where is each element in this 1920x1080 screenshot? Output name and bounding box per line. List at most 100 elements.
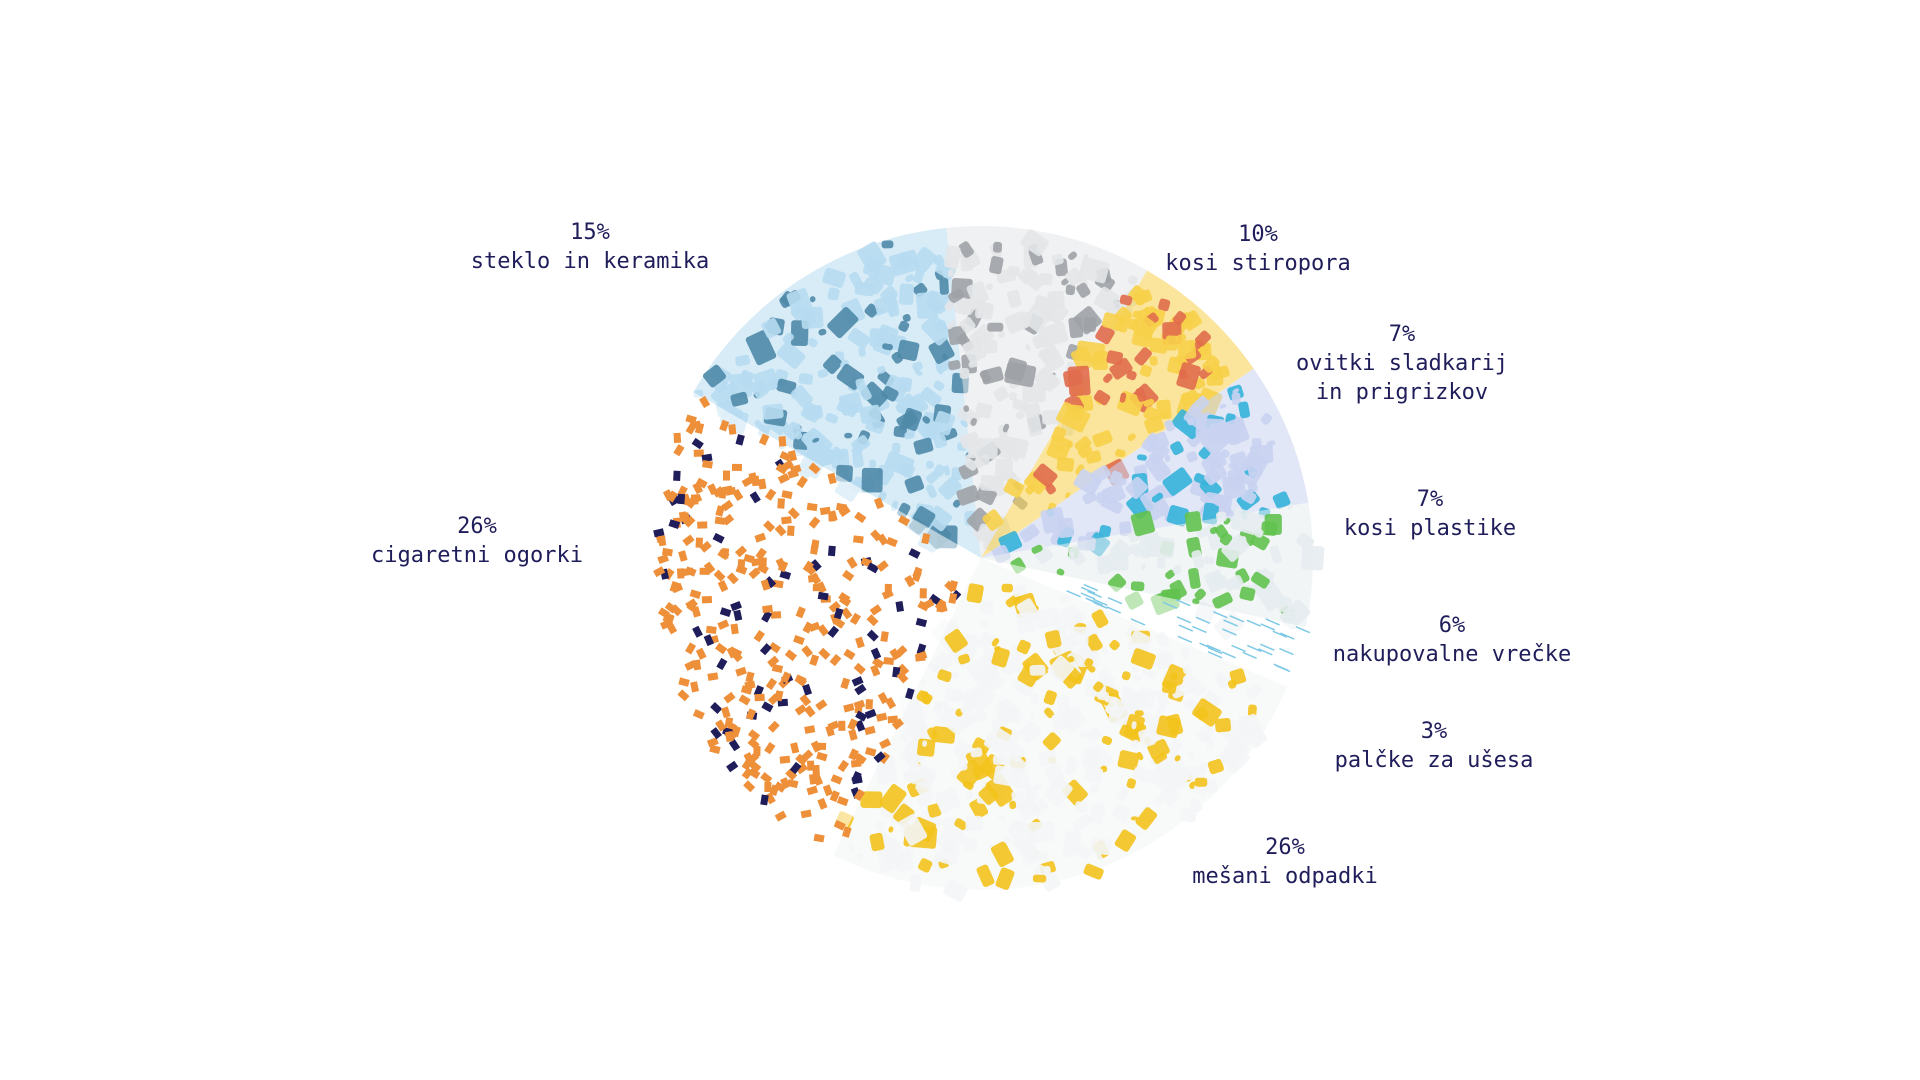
slice-texture-mark xyxy=(710,727,723,740)
slice-texture-mark xyxy=(985,774,1016,807)
slice-texture-mark xyxy=(948,269,953,278)
slice-texture-mark xyxy=(1205,737,1214,750)
slice-texture-mark xyxy=(819,506,831,516)
slice-texture-mark xyxy=(693,449,704,457)
slice-texture-mark xyxy=(690,493,703,505)
slice-texture-mark xyxy=(970,417,977,426)
slice-texture-mark xyxy=(728,424,737,435)
slice-texture-mark xyxy=(695,537,704,548)
slice-texture-mark xyxy=(1061,278,1069,286)
slice-texture-mark xyxy=(1107,596,1123,605)
slice-texture-mark xyxy=(799,694,812,707)
slice-texture-mark xyxy=(1182,697,1195,708)
slice-texture-mark xyxy=(1212,592,1233,609)
slice-texture-mark xyxy=(657,607,671,619)
slice-texture-mark xyxy=(1130,510,1156,537)
slice-texture-mark xyxy=(686,599,698,612)
slice-texture-mark xyxy=(661,547,673,557)
slice-texture-mark xyxy=(724,717,734,729)
slice-texture-mark xyxy=(1176,616,1192,624)
slice-texture-mark xyxy=(835,502,848,512)
slice-texture-mark xyxy=(1195,706,1209,721)
slice-texture-mark xyxy=(794,704,807,716)
slice-texture-mark xyxy=(938,476,962,500)
slice-texture-mark xyxy=(960,633,980,655)
slice-texture-mark xyxy=(913,269,925,284)
slice-texture-mark xyxy=(964,791,974,800)
slice-texture-mark xyxy=(791,385,813,408)
slice-texture-mark xyxy=(1044,630,1062,649)
slice-texture-mark xyxy=(698,395,711,409)
slice-texture-mark xyxy=(775,463,788,475)
slice-texture-mark xyxy=(937,700,949,709)
slice-texture-mark xyxy=(847,328,871,349)
slice-texture-mark xyxy=(801,749,814,762)
slice-texture-mark xyxy=(745,330,777,366)
slice-texture-mark xyxy=(848,748,859,761)
slice-texture-mark xyxy=(783,421,803,441)
slice-texture-mark xyxy=(730,391,749,407)
slice-texture-mark xyxy=(956,297,976,316)
slice-texture-mark xyxy=(838,591,851,604)
slice-texture-mark xyxy=(966,583,984,604)
slice-texture-mark xyxy=(715,719,727,732)
slice-texture-mark xyxy=(1075,464,1085,476)
slice-texture-mark xyxy=(916,690,933,705)
slice-texture-mark xyxy=(1136,454,1147,461)
slice-texture-mark xyxy=(1193,341,1202,350)
slice-texture-mark xyxy=(1073,844,1092,860)
slice-texture-mark xyxy=(1101,483,1126,505)
slice-texture-mark xyxy=(990,841,1014,867)
slice-texture-mark xyxy=(806,785,819,796)
slice-texture-mark xyxy=(1156,689,1169,707)
slice-texture-mark xyxy=(1163,765,1187,790)
slice-texture-mark xyxy=(712,532,725,544)
slice-texture-mark xyxy=(1044,350,1055,364)
slice-texture-mark xyxy=(1110,539,1133,562)
slice-texture-mark xyxy=(758,433,770,446)
slice-texture-mark xyxy=(944,300,955,312)
slice-texture-mark xyxy=(1075,340,1106,364)
slice-texture-mark xyxy=(840,607,853,620)
slice-texture-mark xyxy=(1004,705,1012,712)
slice-texture-mark xyxy=(1089,784,1100,794)
slice-texture-mark xyxy=(1207,651,1223,659)
slice-texture-mark xyxy=(1170,672,1178,681)
slice-texture-mark xyxy=(653,566,666,578)
slice-texture-mark xyxy=(851,676,864,687)
slice-texture-mark xyxy=(1121,685,1133,703)
slice-texture-mark xyxy=(842,826,852,838)
slice-texture-mark xyxy=(830,446,846,461)
slice-texture-mark xyxy=(764,576,777,589)
slice-texture-mark xyxy=(1175,333,1187,343)
slice-texture-mark xyxy=(1007,437,1029,459)
slice-texture-mark xyxy=(748,767,761,780)
slice-texture-mark xyxy=(716,657,728,671)
slice-texture-mark xyxy=(727,382,738,395)
slice-texture-mark xyxy=(837,759,850,773)
slice-texture-mark xyxy=(895,601,904,613)
slice-texture-mark xyxy=(885,697,897,710)
slice-texture-mark xyxy=(1121,790,1127,797)
slice-texture-mark xyxy=(1175,599,1191,607)
category-label: ovitki sladkarij xyxy=(1296,351,1508,376)
slice-texture-mark xyxy=(795,762,808,775)
slice-texture-mark xyxy=(692,709,705,720)
slice-texture-mark xyxy=(1068,551,1075,561)
slice-texture-mark xyxy=(982,509,1004,531)
pie-slice-palcke xyxy=(981,558,1311,687)
slice-texture-mark xyxy=(1083,583,1099,592)
slice-texture-mark xyxy=(878,751,891,765)
slice-texture-mark xyxy=(1254,528,1264,538)
slice-texture-mark xyxy=(1101,735,1113,746)
slice-texture-mark xyxy=(960,420,969,428)
label-cigarete: 26% cigaretni ogorki xyxy=(371,512,583,570)
slice-texture-mark xyxy=(1067,365,1091,397)
slice-texture-mark xyxy=(1082,491,1097,505)
slice-texture-mark xyxy=(1224,574,1244,592)
slice-texture-mark xyxy=(1001,583,1013,593)
slice-texture-mark xyxy=(728,739,741,752)
slice-texture-mark xyxy=(847,718,858,731)
slice-texture-mark xyxy=(817,368,829,378)
slice-texture-mark xyxy=(697,521,708,529)
